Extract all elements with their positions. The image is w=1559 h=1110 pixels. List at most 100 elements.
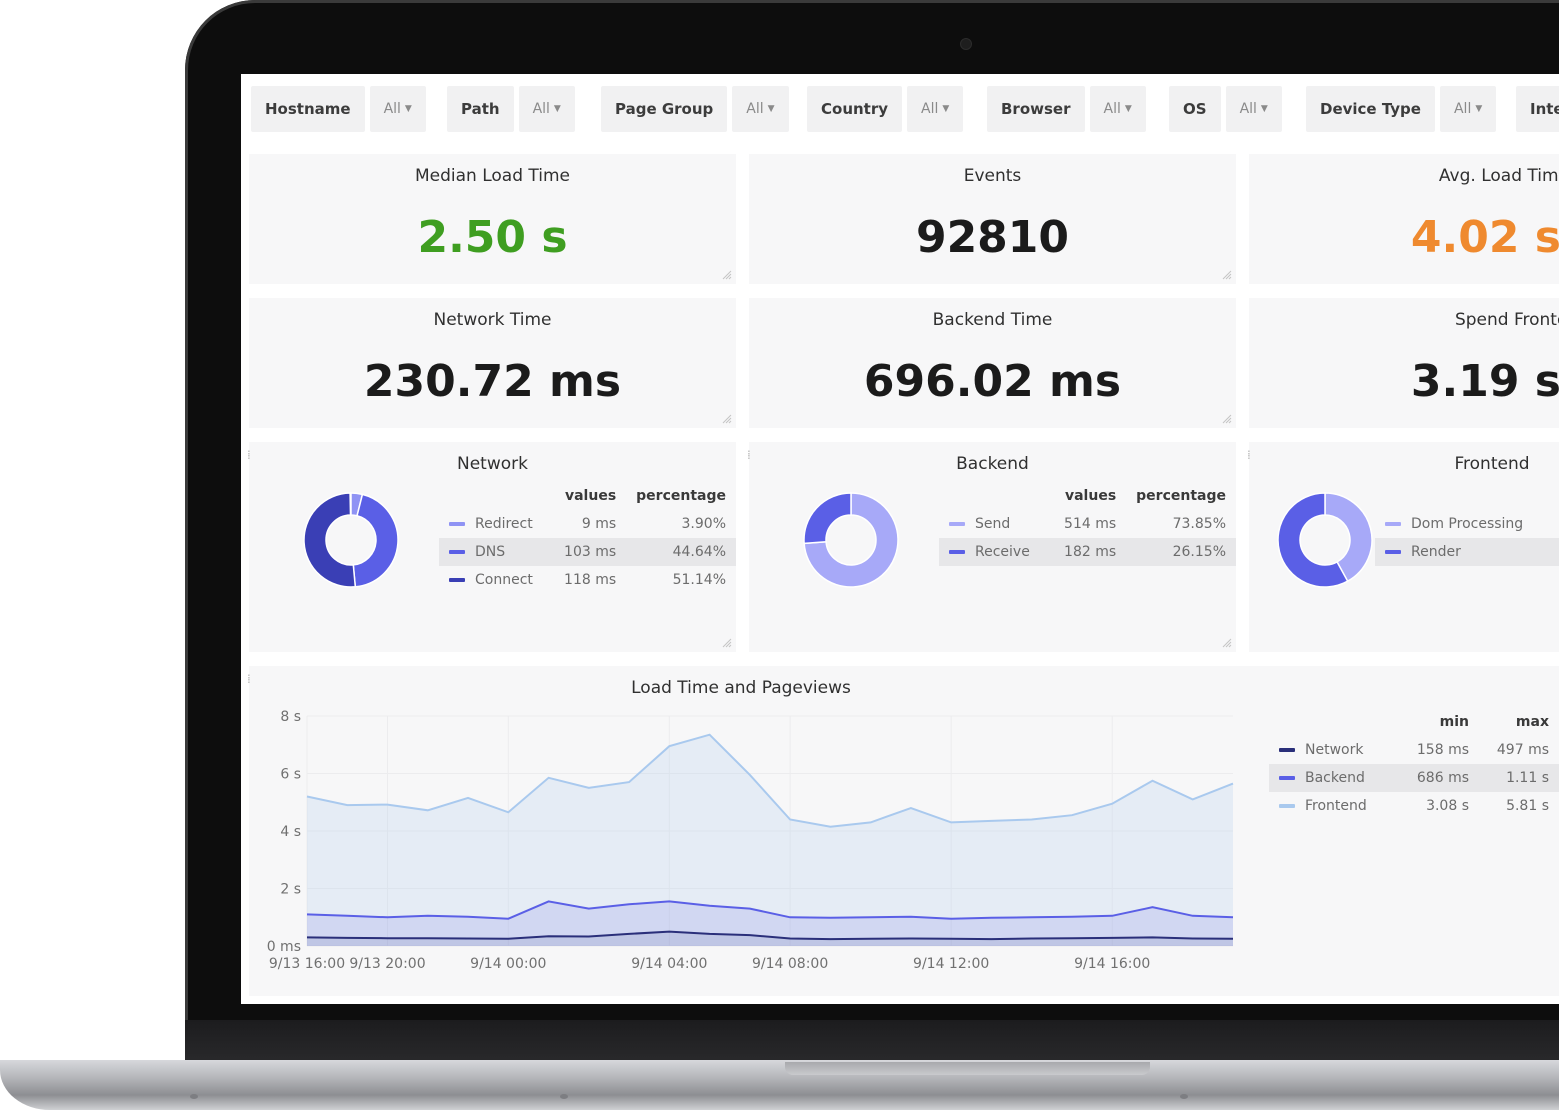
- legend-percentage: 44.64%: [626, 538, 736, 566]
- stat-panel-network-time: Network Time 230.72 ms: [249, 298, 736, 428]
- resize-handle-icon[interactable]: [722, 638, 732, 648]
- legend-percentage: 73.85%: [1172, 516, 1226, 532]
- legend-row-connect[interactable]: Connect 118 ms 51.14%: [439, 566, 736, 594]
- x-tick-label: 9/13 16:00: [269, 956, 345, 972]
- stat-value: 696.02 ms: [863, 356, 1122, 407]
- pie-legend-frontend: Dom Processing Render: [1375, 510, 1559, 566]
- x-tick-label: 9/14 12:00: [913, 956, 989, 972]
- stat-panel-events: Events 92810: [749, 154, 1236, 284]
- swatch-icon: [1385, 522, 1401, 526]
- legend-max: 497 ms: [1496, 742, 1549, 758]
- resize-handle-icon[interactable]: [1222, 270, 1232, 280]
- legend-row-send[interactable]: Send 514 ms 73.85%: [939, 510, 1236, 538]
- series-area-backend: [307, 901, 1233, 946]
- filter-dropdown[interactable]: All ▼: [907, 86, 964, 132]
- swatch-icon: [1279, 804, 1295, 808]
- panel-title: Backend: [956, 454, 1029, 474]
- series-line-backend[interactable]: [306, 900, 1234, 920]
- y-tick-label: 6 s: [280, 767, 301, 783]
- legend-label: Render: [1411, 544, 1461, 560]
- pie-panel-frontend: ⁞ Frontend Dom Processing Render: [1247, 442, 1559, 652]
- filter-browser: Browser All ▼: [987, 86, 1146, 132]
- column-header-min: min: [1439, 714, 1469, 730]
- legend-min: 686 ms: [1399, 764, 1479, 792]
- resize-handle-icon[interactable]: [1222, 638, 1232, 648]
- filter-os: OS All ▼: [1169, 86, 1282, 132]
- panel-title: Backend Time: [932, 310, 1053, 330]
- stat-value: 92810: [915, 212, 1070, 263]
- filter-key: Path: [447, 86, 514, 132]
- legend-label: Network: [1305, 742, 1364, 758]
- donut-chart-frontend: [1277, 492, 1373, 588]
- column-header-percentage: percentage: [1136, 488, 1226, 504]
- filter-key: Page Group: [601, 86, 728, 132]
- legend-row-redirect[interactable]: Redirect 9 ms 3.90%: [439, 510, 736, 538]
- pie-panel-backend: ⁞ Backend values percentage Send 514 ms …: [747, 442, 1236, 652]
- laptop-base: [0, 1060, 1559, 1110]
- x-tick-label: 9/14 04:00: [631, 956, 707, 972]
- y-tick-label: 4 s: [280, 824, 301, 840]
- panel-title: Network Time: [433, 310, 552, 330]
- legend-value: 182 ms: [1054, 538, 1127, 566]
- donut-slice-connect[interactable]: [303, 492, 357, 588]
- column-header-values: values: [564, 488, 617, 504]
- filter-dropdown[interactable]: All ▼: [518, 86, 575, 132]
- x-tick-label: 9/14 00:00: [470, 956, 546, 972]
- donut-slice-dns[interactable]: [352, 493, 399, 588]
- legend-percentage: 3.90%: [681, 516, 726, 532]
- x-tick-label: 9/14 16:00: [1074, 956, 1150, 972]
- filter-dropdown[interactable]: All ▼: [1225, 86, 1282, 132]
- info-icon[interactable]: ⁞: [1247, 448, 1251, 462]
- resize-handle-icon[interactable]: [1222, 414, 1232, 424]
- swatch-icon: [449, 578, 465, 582]
- legend-row-network[interactable]: Network 158 ms 497 ms: [1269, 736, 1559, 764]
- resize-handle-icon[interactable]: [722, 270, 732, 280]
- y-tick-label: 0 ms: [267, 939, 301, 955]
- caret-down-icon: ▼: [1475, 104, 1483, 114]
- resize-handle-icon[interactable]: [722, 414, 732, 424]
- chart-panel-load-time-pageviews: ⁞ Load Time and Pageviews 0 ms 2 s 4 s 6 s 8…: [247, 666, 1559, 996]
- filter-key: Hostname: [251, 86, 365, 132]
- area-chart: 0 ms 2 s 4 s 6 s 8 s 9/13 16:00 9/13 20:00 9/14…: [267, 709, 1234, 972]
- info-icon[interactable]: ⁞: [747, 448, 751, 462]
- legend-row-render[interactable]: Render: [1375, 538, 1559, 566]
- stat-value: 230.72 ms: [363, 356, 622, 407]
- filter-page-group: Page Group All ▼: [601, 86, 789, 132]
- laptop-notch: [785, 1062, 1150, 1075]
- donut-slice-send[interactable]: [803, 492, 899, 588]
- series-line-frontend[interactable]: [306, 733, 1234, 828]
- info-icon[interactable]: ⁞: [247, 448, 251, 462]
- column-header-max: max: [1515, 714, 1549, 730]
- swatch-icon: [1279, 748, 1295, 752]
- series-line-network[interactable]: [306, 930, 1234, 941]
- filter-device-type: Device Type All ▼: [1306, 86, 1497, 132]
- stat-value: 2.50 s: [417, 212, 568, 263]
- filter-key: Device Type: [1306, 86, 1435, 132]
- pie-panel-network: ⁞ Network values percentage Redirect 9 m…: [247, 442, 736, 652]
- filter-hostname: Hostname All ▼: [251, 86, 426, 132]
- filter-dropdown[interactable]: All ▼: [732, 86, 789, 132]
- filter-dropdown[interactable]: All ▼: [369, 86, 426, 132]
- legend-row-backend[interactable]: Backend 686 ms 1.11 s: [1269, 764, 1559, 792]
- legend-row-frontend[interactable]: Frontend 3.08 s 5.81 s: [1269, 792, 1559, 820]
- info-icon[interactable]: ⁞: [247, 672, 251, 686]
- caret-down-icon: ▼: [942, 104, 950, 114]
- legend-row-dns[interactable]: DNS 103 ms 44.64%: [439, 538, 736, 566]
- laptop-hinge: [185, 1020, 1559, 1065]
- filter-dropdown[interactable]: All ▼: [1089, 86, 1146, 132]
- legend-row-dom-processing[interactable]: Dom Processing: [1375, 510, 1559, 538]
- donut-slice-dom-processing[interactable]: [1324, 492, 1373, 583]
- filter-dropdown[interactable]: All ▼: [1439, 86, 1497, 132]
- legend-row-receive[interactable]: Receive 182 ms 26.15%: [939, 538, 1236, 566]
- legend-value: 118 ms: [564, 572, 617, 588]
- donut-slice-receive[interactable]: [803, 492, 852, 545]
- laptop-foot: [190, 1094, 198, 1099]
- y-tick-label: 2 s: [280, 882, 301, 898]
- filter-key: Country: [807, 86, 903, 132]
- donut-chart-network: [303, 492, 399, 588]
- donut-slice-render[interactable]: [1277, 492, 1349, 588]
- filter-path: Path All ▼: [447, 86, 575, 132]
- column-header-values: values: [1064, 488, 1117, 504]
- legend-percentage: 26.15%: [1126, 538, 1236, 566]
- filter-country: Country All ▼: [807, 86, 964, 132]
